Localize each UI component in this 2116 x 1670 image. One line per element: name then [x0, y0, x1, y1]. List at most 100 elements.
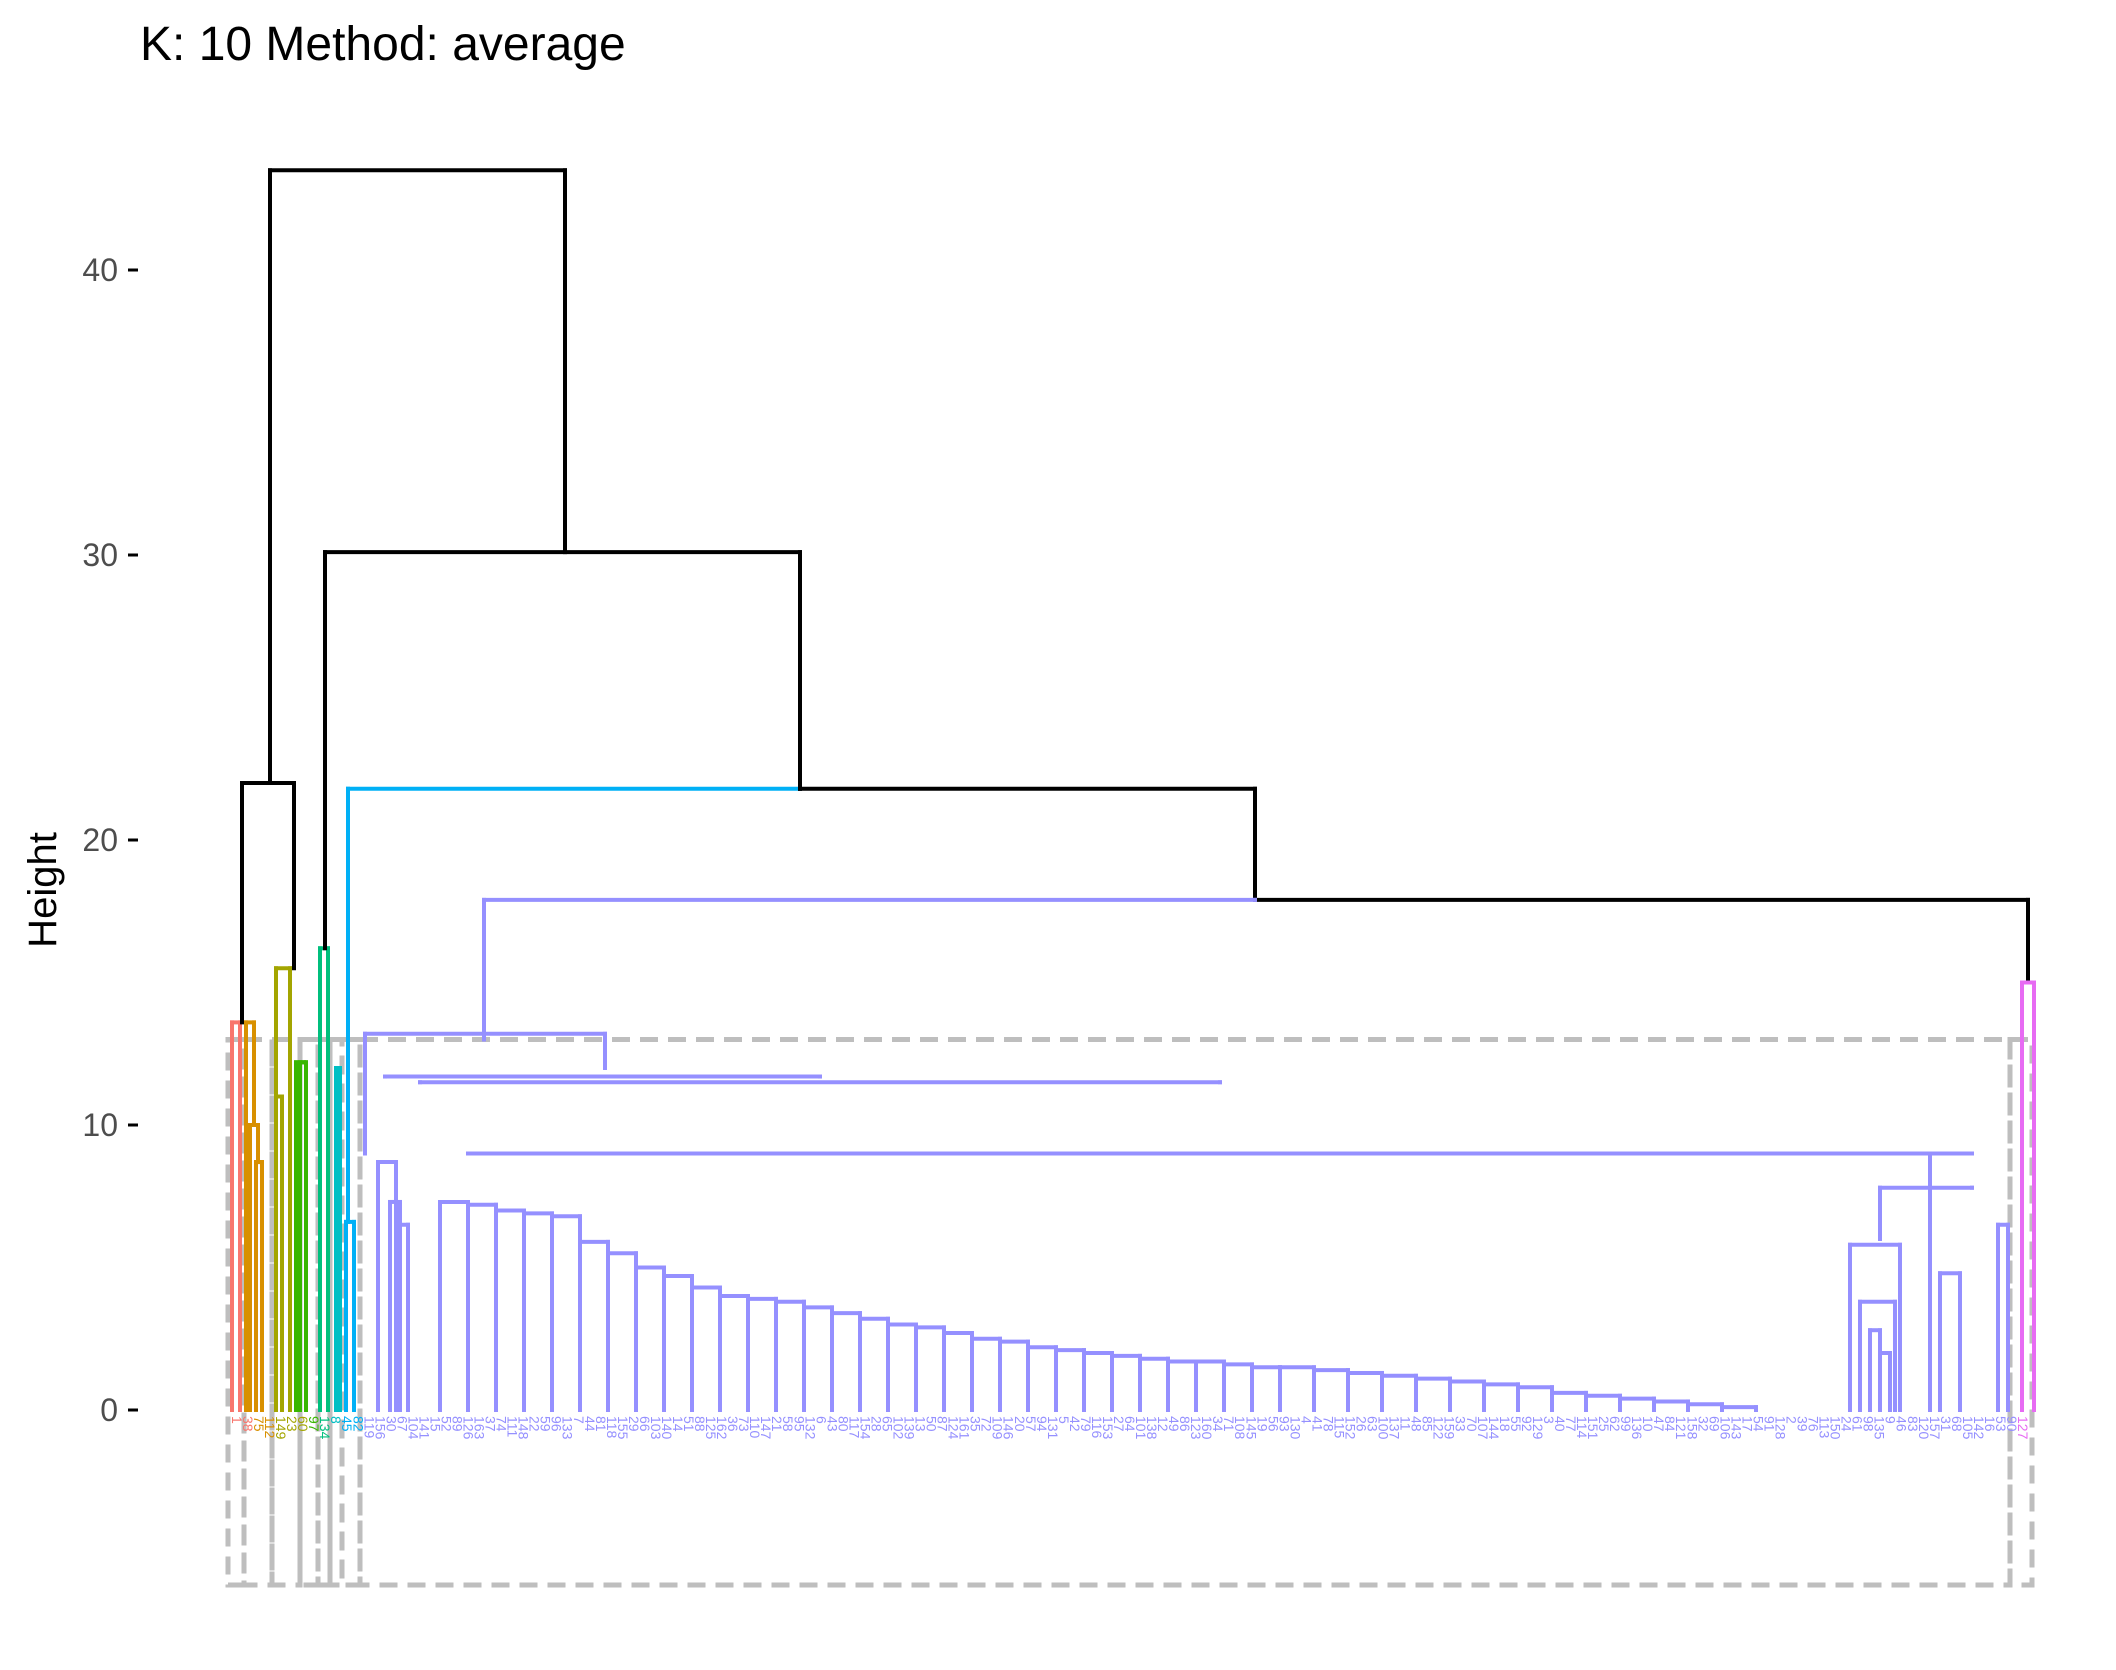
- leaf-label: 120: [1916, 1416, 1932, 1440]
- leaf-label: 78: [1320, 1416, 1336, 1432]
- leaf-label: 86: [1177, 1416, 1193, 1432]
- leaf-label: 29: [626, 1416, 642, 1432]
- leaf-label: 13: [913, 1416, 929, 1432]
- leaf-label: 152: [1342, 1416, 1358, 1440]
- y-tick-label: 0: [100, 1392, 118, 1428]
- leaf-label: 95: [791, 1416, 807, 1432]
- leaf-label: 70: [1464, 1416, 1480, 1432]
- leaf-label: 96: [549, 1416, 565, 1432]
- leaf-label: 132: [802, 1416, 818, 1440]
- leaf-label: 124: [946, 1416, 962, 1440]
- leaf-label: 126: [461, 1416, 477, 1440]
- leaf-label: 55: [1508, 1416, 1524, 1432]
- leaf-label: 38: [240, 1416, 256, 1432]
- leaf-label: 34: [1210, 1416, 1226, 1432]
- leaf-label: 5: [1056, 1416, 1072, 1424]
- leaf-label: 79: [1078, 1416, 1094, 1432]
- leaf-label: 45: [339, 1416, 355, 1432]
- y-tick-label: 10: [82, 1107, 118, 1143]
- leaf-label: 108: [1232, 1416, 1248, 1440]
- leaf-label: 157: [1927, 1416, 1943, 1440]
- leaf-label: 112: [262, 1416, 278, 1439]
- leaf-label: 24: [1839, 1416, 1855, 1432]
- leaf-label: 114: [1574, 1416, 1590, 1439]
- cluster-boxes: [225, 1037, 2035, 1588]
- leaf-label: 3: [1541, 1416, 1557, 1424]
- leaf-label: 90: [2004, 1416, 2020, 1432]
- leaf-label: 2: [1783, 1416, 1799, 1424]
- leaf-label: 100: [1376, 1416, 1392, 1440]
- leaf-label: 102: [890, 1416, 906, 1440]
- leaf-label: 50: [924, 1416, 940, 1432]
- leaf-label: 59: [538, 1416, 554, 1432]
- leaf-label: 60: [295, 1416, 311, 1432]
- leaf-label: 73: [736, 1416, 752, 1432]
- leaf-label: 144: [1486, 1416, 1502, 1440]
- y-axis: 0 10 20 30 40: [82, 252, 138, 1428]
- leaf-label: 83: [1905, 1416, 1921, 1432]
- leaf-label: 107: [1475, 1416, 1491, 1440]
- leaf-label: 141: [416, 1416, 432, 1440]
- leaf-label: 136: [1629, 1416, 1645, 1440]
- leaf-label: 52: [438, 1416, 454, 1432]
- leaf-label: 145: [1243, 1416, 1259, 1440]
- leaf-label: 117: [846, 1416, 862, 1439]
- leaf-label: 113: [1817, 1416, 1833, 1439]
- leaf-label: 111: [505, 1416, 521, 1437]
- leaf-label: 122: [1431, 1416, 1447, 1440]
- leaf-label: 82: [350, 1416, 366, 1432]
- leaf-label: 54: [1750, 1416, 1766, 1432]
- leaf-label: 159: [1442, 1416, 1458, 1440]
- leaf-label: 88: [692, 1416, 708, 1432]
- leaf-label: 105: [1960, 1416, 1976, 1440]
- leaf-label: 4: [1298, 1416, 1314, 1424]
- leaf-label: 160: [1199, 1416, 1215, 1440]
- leaf-label: 28: [868, 1416, 884, 1432]
- leaf-label: 18: [1497, 1416, 1513, 1432]
- leaf-label: 10: [1640, 1416, 1656, 1432]
- leaf-label: 115: [1331, 1416, 1347, 1439]
- leaf-label: 119: [361, 1416, 377, 1439]
- leaf-label: 7: [571, 1416, 587, 1424]
- leaf-label: 151: [1585, 1416, 1601, 1440]
- leaf-label: 129: [1530, 1416, 1546, 1440]
- cluster-box: [297, 1037, 321, 1588]
- leaf-label: 161: [957, 1416, 973, 1440]
- leaf-label: 74: [494, 1416, 510, 1432]
- leaf-label: 64: [1122, 1416, 1138, 1432]
- leaf-label: 9: [1883, 1416, 1899, 1424]
- leaf-label: 149: [273, 1416, 289, 1440]
- leaf-label: 43: [824, 1416, 840, 1432]
- leaf-label: 69: [1706, 1416, 1722, 1432]
- leaf-label: 131: [1045, 1416, 1061, 1440]
- leaf-label: 143: [1728, 1416, 1744, 1440]
- y-tick-label: 40: [82, 252, 118, 288]
- leaf-label: 104: [405, 1416, 421, 1440]
- leaf-label: 1: [229, 1416, 245, 1424]
- leaf-label: 14: [670, 1416, 686, 1432]
- leaf-label: 46: [1894, 1416, 1910, 1432]
- leaf-label: 138: [1144, 1416, 1160, 1440]
- leaf-label: 153: [1100, 1416, 1116, 1440]
- y-axis-label: Height: [21, 832, 65, 948]
- chart-title: K: 10 Method: average: [140, 18, 626, 71]
- leaf-label: 68: [1949, 1416, 1965, 1432]
- leaf-label: 12: [1155, 1416, 1171, 1432]
- leaf-label: 127: [2015, 1416, 2031, 1440]
- leaf-label: 21: [769, 1416, 785, 1432]
- leaf-label: 148: [516, 1416, 532, 1440]
- leaf-label: 63: [1365, 1416, 1381, 1432]
- leaf-label: 134: [317, 1416, 333, 1440]
- leaf-label: 142: [1971, 1416, 1987, 1440]
- leaf-label: 42: [1067, 1416, 1083, 1432]
- leaf-label: 163: [472, 1416, 488, 1440]
- leaf-label: 147: [758, 1416, 774, 1440]
- leaf-label: 15: [427, 1416, 443, 1432]
- leaf-label: 30: [383, 1416, 399, 1432]
- leaf-label: 137: [1387, 1416, 1403, 1440]
- leaf-label: 116: [1089, 1416, 1105, 1439]
- leaf-label: 87: [935, 1416, 951, 1432]
- leaf-label: 94: [1034, 1416, 1050, 1432]
- leaf-label: 33: [1453, 1416, 1469, 1432]
- leaf-label: 62: [1607, 1416, 1623, 1432]
